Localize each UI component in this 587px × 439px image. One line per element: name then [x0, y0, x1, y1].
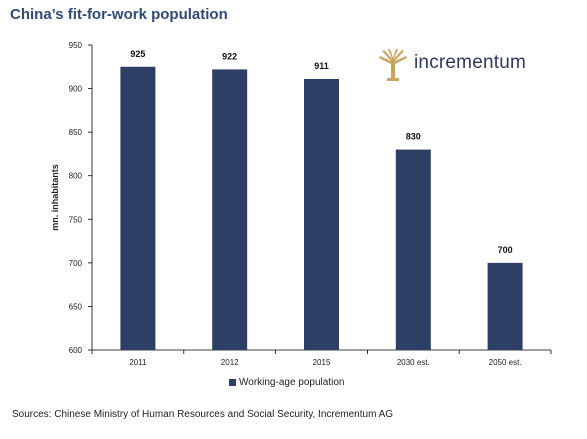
bar: [212, 69, 248, 351]
chart-title: China’s fit-for-work population: [10, 6, 228, 23]
data-label: 830: [406, 132, 421, 142]
bar: [304, 78, 339, 350]
data-label: 700: [498, 245, 513, 255]
y-tick-label: 700: [69, 259, 83, 268]
bar: [120, 66, 156, 351]
x-tick-label: 2012: [221, 358, 239, 367]
tree-icon: [379, 49, 407, 81]
y-tick-label: 800: [69, 172, 83, 181]
data-label: 925: [130, 49, 145, 59]
y-tick-label: 650: [69, 302, 83, 311]
source-note: Sources: Chinese Ministry of Human Resou…: [12, 409, 394, 420]
logo-text: incrementum: [414, 52, 527, 73]
incrementum-logo: incrementum: [378, 48, 528, 82]
y-tick-label: 600: [69, 346, 83, 355]
y-tick-label: 750: [69, 215, 83, 224]
data-label: 911: [314, 61, 329, 71]
y-axis-label: mn. inhabitants: [50, 164, 60, 231]
legend-swatch: [229, 379, 236, 386]
y-tick-label: 850: [69, 128, 83, 137]
y-tick-label: 950: [69, 41, 83, 50]
bar: [395, 149, 431, 350]
data-label: 922: [222, 51, 237, 61]
bar: [487, 262, 523, 350]
x-tick-label: 2011: [129, 358, 147, 367]
x-tick-label: 2030 est.: [397, 358, 430, 367]
legend: Working-age population: [229, 377, 344, 388]
x-tick-label: 2050 est.: [489, 358, 522, 367]
x-tick-label: 2015: [313, 358, 331, 367]
y-tick-label: 900: [69, 85, 83, 94]
legend-label: Working-age population: [239, 377, 345, 388]
